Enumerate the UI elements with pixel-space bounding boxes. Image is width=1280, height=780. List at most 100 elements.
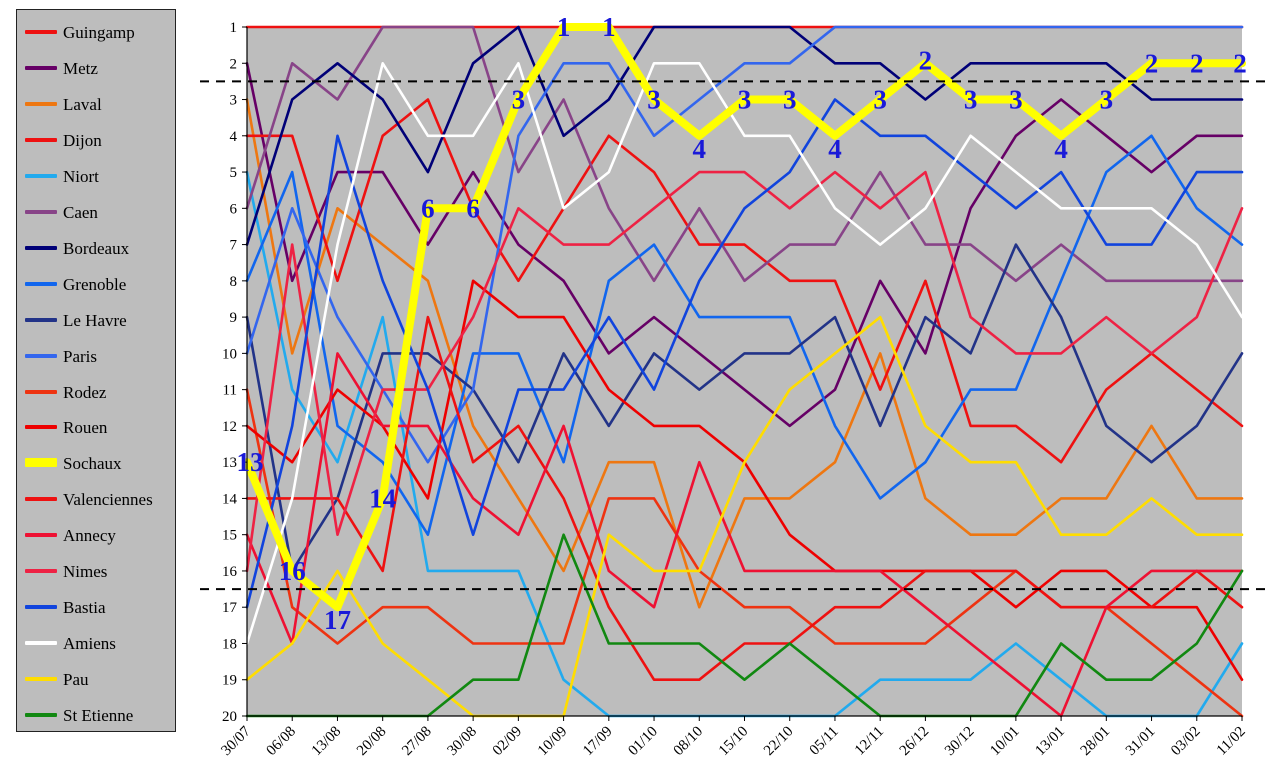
legend-item: Guingamp: [17, 13, 175, 49]
legend-swatch: [25, 389, 57, 394]
series-line-grenoble: [245, 134, 1244, 537]
legend-label: St Etienne: [63, 706, 134, 726]
legend-item: Niort: [17, 157, 175, 193]
x-tick-label: 13/01: [1032, 724, 1067, 759]
legend-label: Grenoble: [63, 274, 127, 294]
data-label: 3: [738, 85, 752, 115]
y-tick-label: 8: [230, 274, 238, 290]
legend-label: Metz: [63, 58, 98, 78]
legend-item: Metz: [17, 49, 175, 85]
legend-swatch: [25, 458, 57, 468]
series-line-amiens: [245, 61, 1244, 645]
x-tick-label: 30/07: [218, 723, 254, 759]
x-tick-label: 30/08: [444, 724, 479, 759]
x-tick-label: 13/08: [309, 724, 344, 759]
x-tick-label: 17/09: [580, 724, 615, 759]
legend-item: Le Havre: [17, 301, 175, 337]
series-lines: [243, 23, 1246, 718]
legend-label: Le Havre: [63, 310, 127, 330]
legend-swatch: [25, 173, 57, 178]
x-tick-label: 30/12: [942, 724, 977, 759]
legend-label: Bastia: [63, 598, 106, 618]
legend-swatch: [25, 533, 57, 538]
data-label: 2: [1233, 48, 1247, 78]
legend-swatch: [25, 30, 57, 34]
data-label: 4: [693, 134, 707, 164]
y-tick-label: 9: [230, 310, 238, 326]
y-tick-label: 13: [222, 455, 237, 471]
legend-item: Caen: [17, 193, 175, 229]
legend-swatch: [25, 641, 57, 646]
x-tick-label: 22/10: [761, 724, 796, 759]
y-tick-label: 3: [230, 93, 238, 109]
y-tick-label: 5: [230, 165, 238, 181]
legend-label: Niort: [63, 166, 99, 186]
axes: [242, 26, 1243, 721]
legend-label: Amiens: [63, 634, 116, 654]
data-label: 13: [237, 447, 264, 477]
legend-item: St Etienne: [17, 696, 175, 732]
x-tick-label: 01/10: [625, 724, 660, 759]
x-tick-label: 02/09: [490, 724, 525, 759]
legend-swatch: [25, 281, 57, 286]
legend-item: Grenoble: [17, 265, 175, 301]
legend-swatch: [25, 677, 57, 682]
series-line-valenciennes: [245, 315, 1244, 682]
legend-label: Guingamp: [63, 23, 135, 42]
y-tick-label: 12: [222, 419, 237, 435]
x-tick-label: 03/02: [1168, 724, 1203, 759]
data-label: 6: [466, 193, 480, 223]
data-label: 17: [324, 605, 351, 635]
legend-label: Nimes: [63, 562, 108, 582]
legend-swatch: [25, 425, 57, 430]
data-label: 3: [1100, 85, 1114, 115]
legend-label: Pau: [63, 670, 89, 690]
data-label: 2: [1190, 48, 1204, 78]
data-label: 4: [828, 134, 842, 164]
legend-item: Amiens: [17, 624, 175, 660]
y-tick-label: 11: [223, 383, 237, 399]
series-line-nimes: [245, 170, 1244, 573]
y-tick-label: 19: [222, 673, 237, 689]
series-line-caen: [245, 25, 1244, 283]
legend-swatch: [25, 101, 57, 106]
data-label: 3: [783, 85, 797, 115]
legend-swatch: [25, 65, 57, 70]
y-tick-label: 2: [230, 56, 238, 72]
y-tick-label: 6: [230, 201, 238, 217]
x-tick-label: 27/08: [399, 724, 434, 759]
legend-item: Valenciennes: [17, 480, 175, 516]
y-tick-label: 14: [222, 491, 238, 507]
data-label: 3: [873, 85, 887, 115]
legend-label: Bordeaux: [63, 238, 130, 258]
data-label: 6: [421, 193, 435, 223]
y-tick-label: 18: [222, 636, 237, 652]
legend-swatch: [25, 137, 57, 142]
series-line-bastia: [245, 98, 1244, 609]
data-label: 1: [602, 12, 616, 42]
data-label: 14: [369, 483, 396, 513]
y-tick-label: 7: [230, 238, 238, 254]
legend-label: Sochaux: [63, 454, 122, 474]
legend-swatch: [25, 317, 57, 322]
legend-item: Bordeaux: [17, 229, 175, 265]
legend-swatch: [25, 497, 57, 502]
legend-label: Laval: [63, 94, 102, 114]
legend-swatch: [25, 353, 57, 358]
y-tick-label: 4: [230, 129, 238, 145]
data-label: 4: [1054, 134, 1068, 164]
x-tick-label: 10/09: [535, 724, 570, 759]
series-line-metz: [245, 61, 1244, 428]
data-label: 3: [964, 85, 978, 115]
legend-label: Rodez: [63, 382, 107, 402]
plot-background: [247, 27, 1242, 716]
x-tick-label: 26/12: [897, 724, 932, 759]
series-line-paris: [245, 25, 1244, 464]
data-label: 2: [919, 45, 933, 75]
legend-item: Rodez: [17, 373, 175, 409]
series-line-laval: [245, 98, 1244, 609]
y-tick-label: 20: [222, 709, 237, 725]
legend-item: Pau: [17, 660, 175, 696]
legend-item: Bastia: [17, 588, 175, 624]
